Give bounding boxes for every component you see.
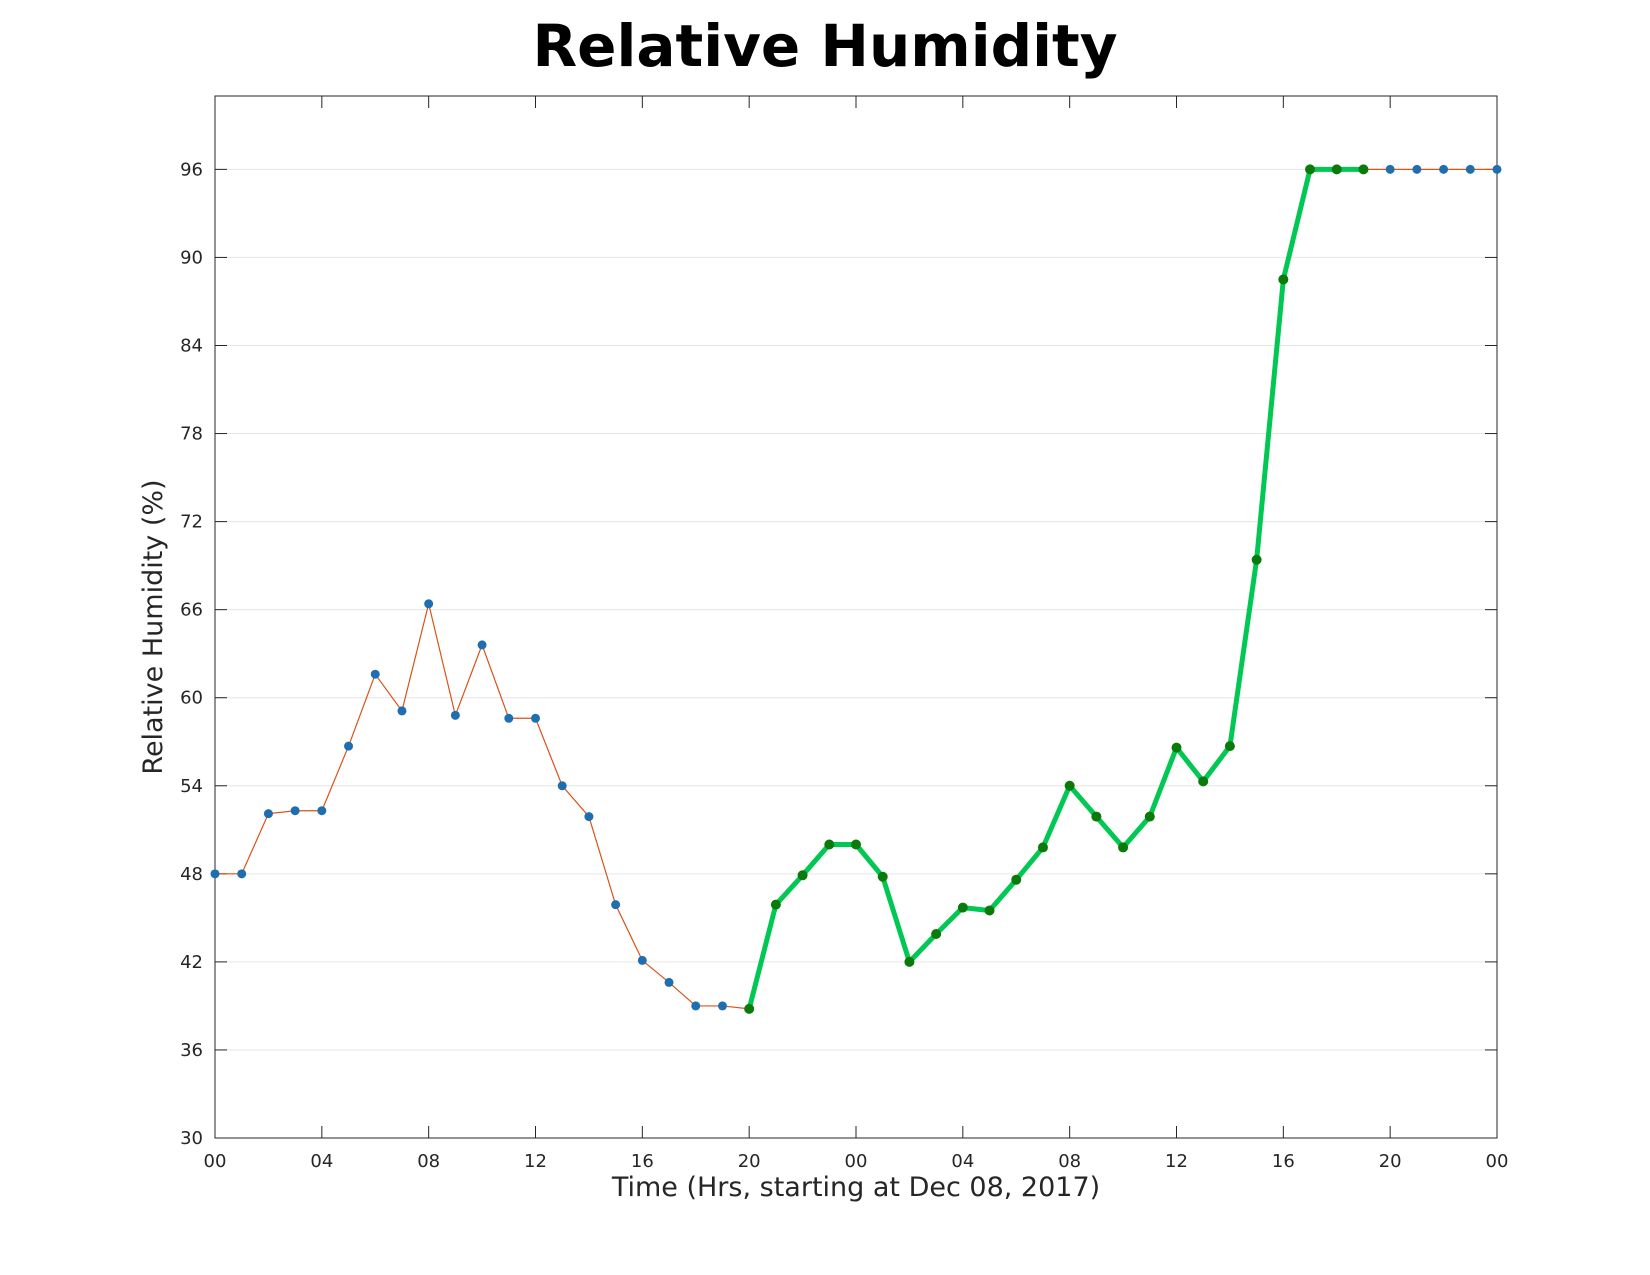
data-point xyxy=(1091,811,1102,822)
data-point xyxy=(1011,874,1022,885)
data-point xyxy=(531,713,540,723)
x-tick-label: 04 xyxy=(310,1151,333,1172)
data-point xyxy=(1037,842,1048,853)
x-tick-label: 12 xyxy=(1165,1151,1188,1172)
data-point xyxy=(317,806,327,816)
data-point xyxy=(1439,164,1449,174)
data-point xyxy=(1465,164,1475,174)
y-tick-label: 54 xyxy=(180,776,203,797)
data-point xyxy=(450,710,460,720)
y-tick-label: 48 xyxy=(180,864,203,885)
y-tick-label: 72 xyxy=(180,512,203,533)
y-axis-label: Relative Humidity (%) xyxy=(138,479,169,775)
x-tick-label: 00 xyxy=(845,1151,868,1172)
y-tick-label: 30 xyxy=(180,1128,203,1149)
x-tick-label: 12 xyxy=(524,1151,547,1172)
x-axis-label: Time (Hrs, starting at Dec 08, 2017) xyxy=(611,1172,1101,1203)
data-point xyxy=(1064,780,1075,791)
data-point xyxy=(984,905,995,916)
y-tick-label: 36 xyxy=(180,1040,203,1061)
y-tick-label: 66 xyxy=(180,600,203,621)
data-point xyxy=(290,806,300,816)
data-point xyxy=(1171,742,1182,753)
data-point xyxy=(1331,164,1342,175)
data-point xyxy=(1412,164,1422,174)
data-point xyxy=(957,902,968,913)
data-point xyxy=(344,741,354,751)
data-point xyxy=(691,1001,701,1011)
data-point xyxy=(1251,554,1262,565)
x-tick-label: 04 xyxy=(951,1151,974,1172)
x-tick-label: 08 xyxy=(1058,1151,1081,1172)
data-point xyxy=(1278,274,1289,285)
data-point xyxy=(557,781,567,791)
data-point xyxy=(1305,164,1316,175)
x-tick-label: 20 xyxy=(738,1151,761,1172)
data-point xyxy=(424,599,434,609)
x-tick-label: 00 xyxy=(1486,1151,1509,1172)
x-tick-label: 00 xyxy=(204,1151,227,1172)
data-point xyxy=(1492,164,1502,174)
chart-title: Relative Humidity xyxy=(532,12,1118,80)
y-tick-label: 60 xyxy=(180,688,203,709)
data-point xyxy=(904,956,915,967)
data-point xyxy=(717,1001,727,1011)
data-point xyxy=(504,713,514,723)
data-point xyxy=(744,1003,755,1014)
y-tick-label: 90 xyxy=(180,247,203,268)
data-point xyxy=(877,871,888,882)
series-line xyxy=(215,168,1497,1010)
data-point xyxy=(797,870,808,881)
data-point xyxy=(237,869,247,879)
data-point xyxy=(931,929,942,940)
data-point xyxy=(664,977,674,987)
x-tick-label: 08 xyxy=(417,1151,440,1172)
data-point xyxy=(637,955,647,965)
data-point xyxy=(1144,811,1155,822)
data-point xyxy=(1385,164,1395,174)
x-tick-label: 16 xyxy=(631,1151,654,1172)
data-point xyxy=(210,869,220,879)
axes-box xyxy=(214,95,1498,1139)
y-tick-label: 78 xyxy=(180,424,203,445)
y-tick-label: 84 xyxy=(180,335,203,356)
x-tick-label: 16 xyxy=(1272,1151,1295,1172)
data-point xyxy=(477,640,487,650)
data-point xyxy=(851,839,861,850)
data-point xyxy=(824,839,835,850)
data-point xyxy=(1224,741,1235,752)
data-point xyxy=(770,899,781,910)
data-point xyxy=(1198,776,1209,787)
x-tick-label: 20 xyxy=(1379,1151,1402,1172)
data-point xyxy=(1118,842,1129,853)
data-point xyxy=(397,706,407,716)
series-line xyxy=(746,166,1364,1010)
data-point xyxy=(1358,164,1369,175)
data-point xyxy=(370,669,380,679)
data-point xyxy=(584,812,594,822)
y-tick-label: 42 xyxy=(180,952,203,973)
data-point xyxy=(611,900,621,910)
y-tick-label: 96 xyxy=(180,159,203,180)
data-point xyxy=(263,809,273,819)
